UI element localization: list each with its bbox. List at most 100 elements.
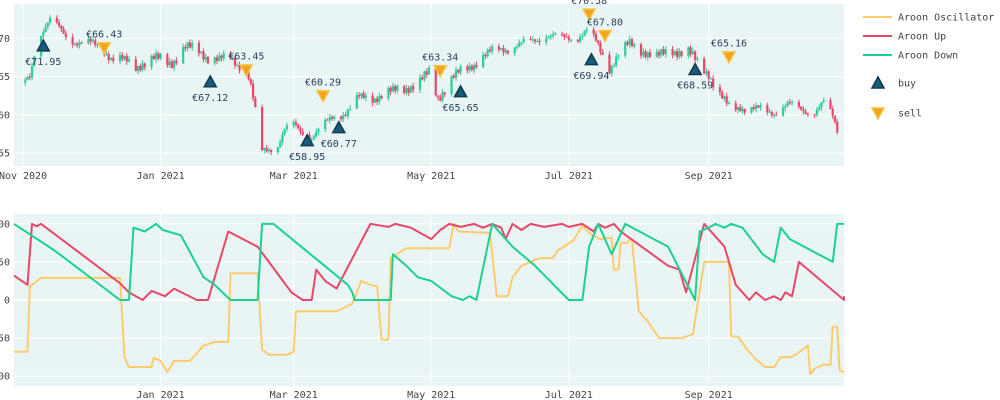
buy-price-label: €69.94	[573, 71, 609, 82]
legend-item-buy[interactable]: buy	[870, 75, 916, 90]
candle-body	[91, 40, 95, 42]
price-x-tick-label: Jan 2021	[137, 171, 185, 182]
candle-body	[107, 54, 110, 60]
candle-body	[342, 115, 345, 120]
legend-sell-triangle-icon	[870, 107, 886, 121]
candle-body	[44, 26, 47, 33]
candle-body	[308, 134, 311, 140]
candle-body	[815, 109, 819, 115]
candle-body	[504, 50, 507, 53]
candle-body	[721, 92, 724, 99]
candle-body	[468, 65, 471, 71]
candle-body	[680, 51, 683, 56]
candle-body	[60, 25, 63, 29]
candle-body	[712, 78, 715, 88]
candle-body	[233, 57, 237, 66]
candle-body	[441, 92, 444, 101]
aroon-oscillator-line	[14, 222, 845, 376]
candlestick-series	[24, 14, 839, 156]
price-x-tick-label: Sep 2021	[685, 171, 733, 182]
candle-body	[788, 102, 791, 104]
candle-body	[488, 49, 491, 52]
candle-body	[547, 37, 550, 39]
candle-body	[624, 42, 627, 56]
candle-body	[112, 57, 115, 62]
candle-body	[62, 28, 65, 34]
legend-item-sell[interactable]: sell	[870, 107, 922, 121]
candle-body	[443, 92, 446, 95]
sell-marker	[315, 90, 331, 104]
candle-body	[660, 49, 663, 56]
price-y-tick-label: 70	[0, 34, 10, 45]
price-y-tick-label: 60	[0, 110, 10, 121]
candle-body	[238, 65, 241, 71]
legend-item-aroon-down[interactable]: Aroon Down	[863, 51, 958, 62]
candle-body	[655, 51, 658, 58]
candle-body	[182, 47, 185, 64]
candle-body	[136, 66, 140, 72]
candle-body	[73, 43, 76, 45]
candle-body	[344, 115, 347, 117]
candle-body	[662, 49, 665, 55]
candle-body	[159, 54, 162, 59]
candle-body	[583, 30, 586, 36]
candle-body	[118, 55, 122, 62]
legend[interactable]: Aroon Oscillator Aroon Up Aroon Down buy sel…	[863, 13, 994, 121]
candle-body	[689, 47, 692, 55]
candle-body	[513, 47, 516, 54]
price-y-tick-label: 55	[0, 149, 10, 160]
candle-body	[515, 46, 519, 48]
candle-body	[94, 40, 97, 46]
candle-body	[276, 147, 279, 153]
candle-body	[355, 95, 358, 109]
candle-body	[134, 59, 137, 72]
candle-body	[55, 17, 58, 23]
candle-body	[757, 105, 760, 108]
candle-body	[396, 86, 399, 91]
candle-body	[152, 55, 155, 60]
candle-body	[822, 100, 825, 103]
candle-body	[64, 33, 67, 38]
legend-item-aroon-up[interactable]: Aroon Up	[863, 32, 946, 43]
candle-body	[80, 42, 83, 44]
price-grid	[14, 4, 844, 166]
candle-body	[497, 46, 501, 50]
candle-body	[707, 71, 710, 79]
candle-body	[594, 33, 598, 41]
candle-body	[200, 51, 203, 54]
candle-body	[612, 65, 616, 67]
candle-body	[143, 63, 146, 67]
candle-body	[191, 42, 194, 48]
candle-body	[687, 47, 690, 56]
candle-body	[565, 36, 568, 38]
candle-body	[791, 102, 794, 104]
candle-body	[78, 42, 81, 46]
candle-body	[475, 64, 478, 68]
candle-body	[646, 52, 649, 58]
candle-body	[346, 109, 349, 117]
price-y-tick-label: 65	[0, 72, 10, 83]
candle-body	[283, 128, 286, 135]
candle-body	[734, 103, 737, 110]
candle-body	[725, 96, 728, 104]
candle-body	[125, 55, 128, 62]
candle-body	[299, 128, 302, 132]
candle-body	[220, 55, 223, 59]
candle-body	[506, 50, 510, 54]
aroon-y-tick-label: 100	[0, 219, 10, 230]
sell-marker	[581, 8, 597, 22]
candle-body	[434, 67, 437, 96]
candle-body	[610, 65, 613, 74]
buy-price-label: €58.95	[289, 152, 325, 163]
sell-price-label: €65.16	[711, 39, 747, 50]
candle-body	[750, 107, 753, 113]
legend-item-aroon-oscillator[interactable]: Aroon Oscillator	[863, 13, 994, 24]
candle-body	[691, 51, 694, 55]
candle-body	[813, 114, 816, 116]
candle-body	[150, 55, 153, 67]
candle-body	[48, 17, 52, 23]
candle-body	[533, 39, 537, 42]
candle-body	[802, 109, 805, 112]
sell-price-label: €66.43	[86, 30, 122, 41]
candle-body	[229, 52, 232, 59]
